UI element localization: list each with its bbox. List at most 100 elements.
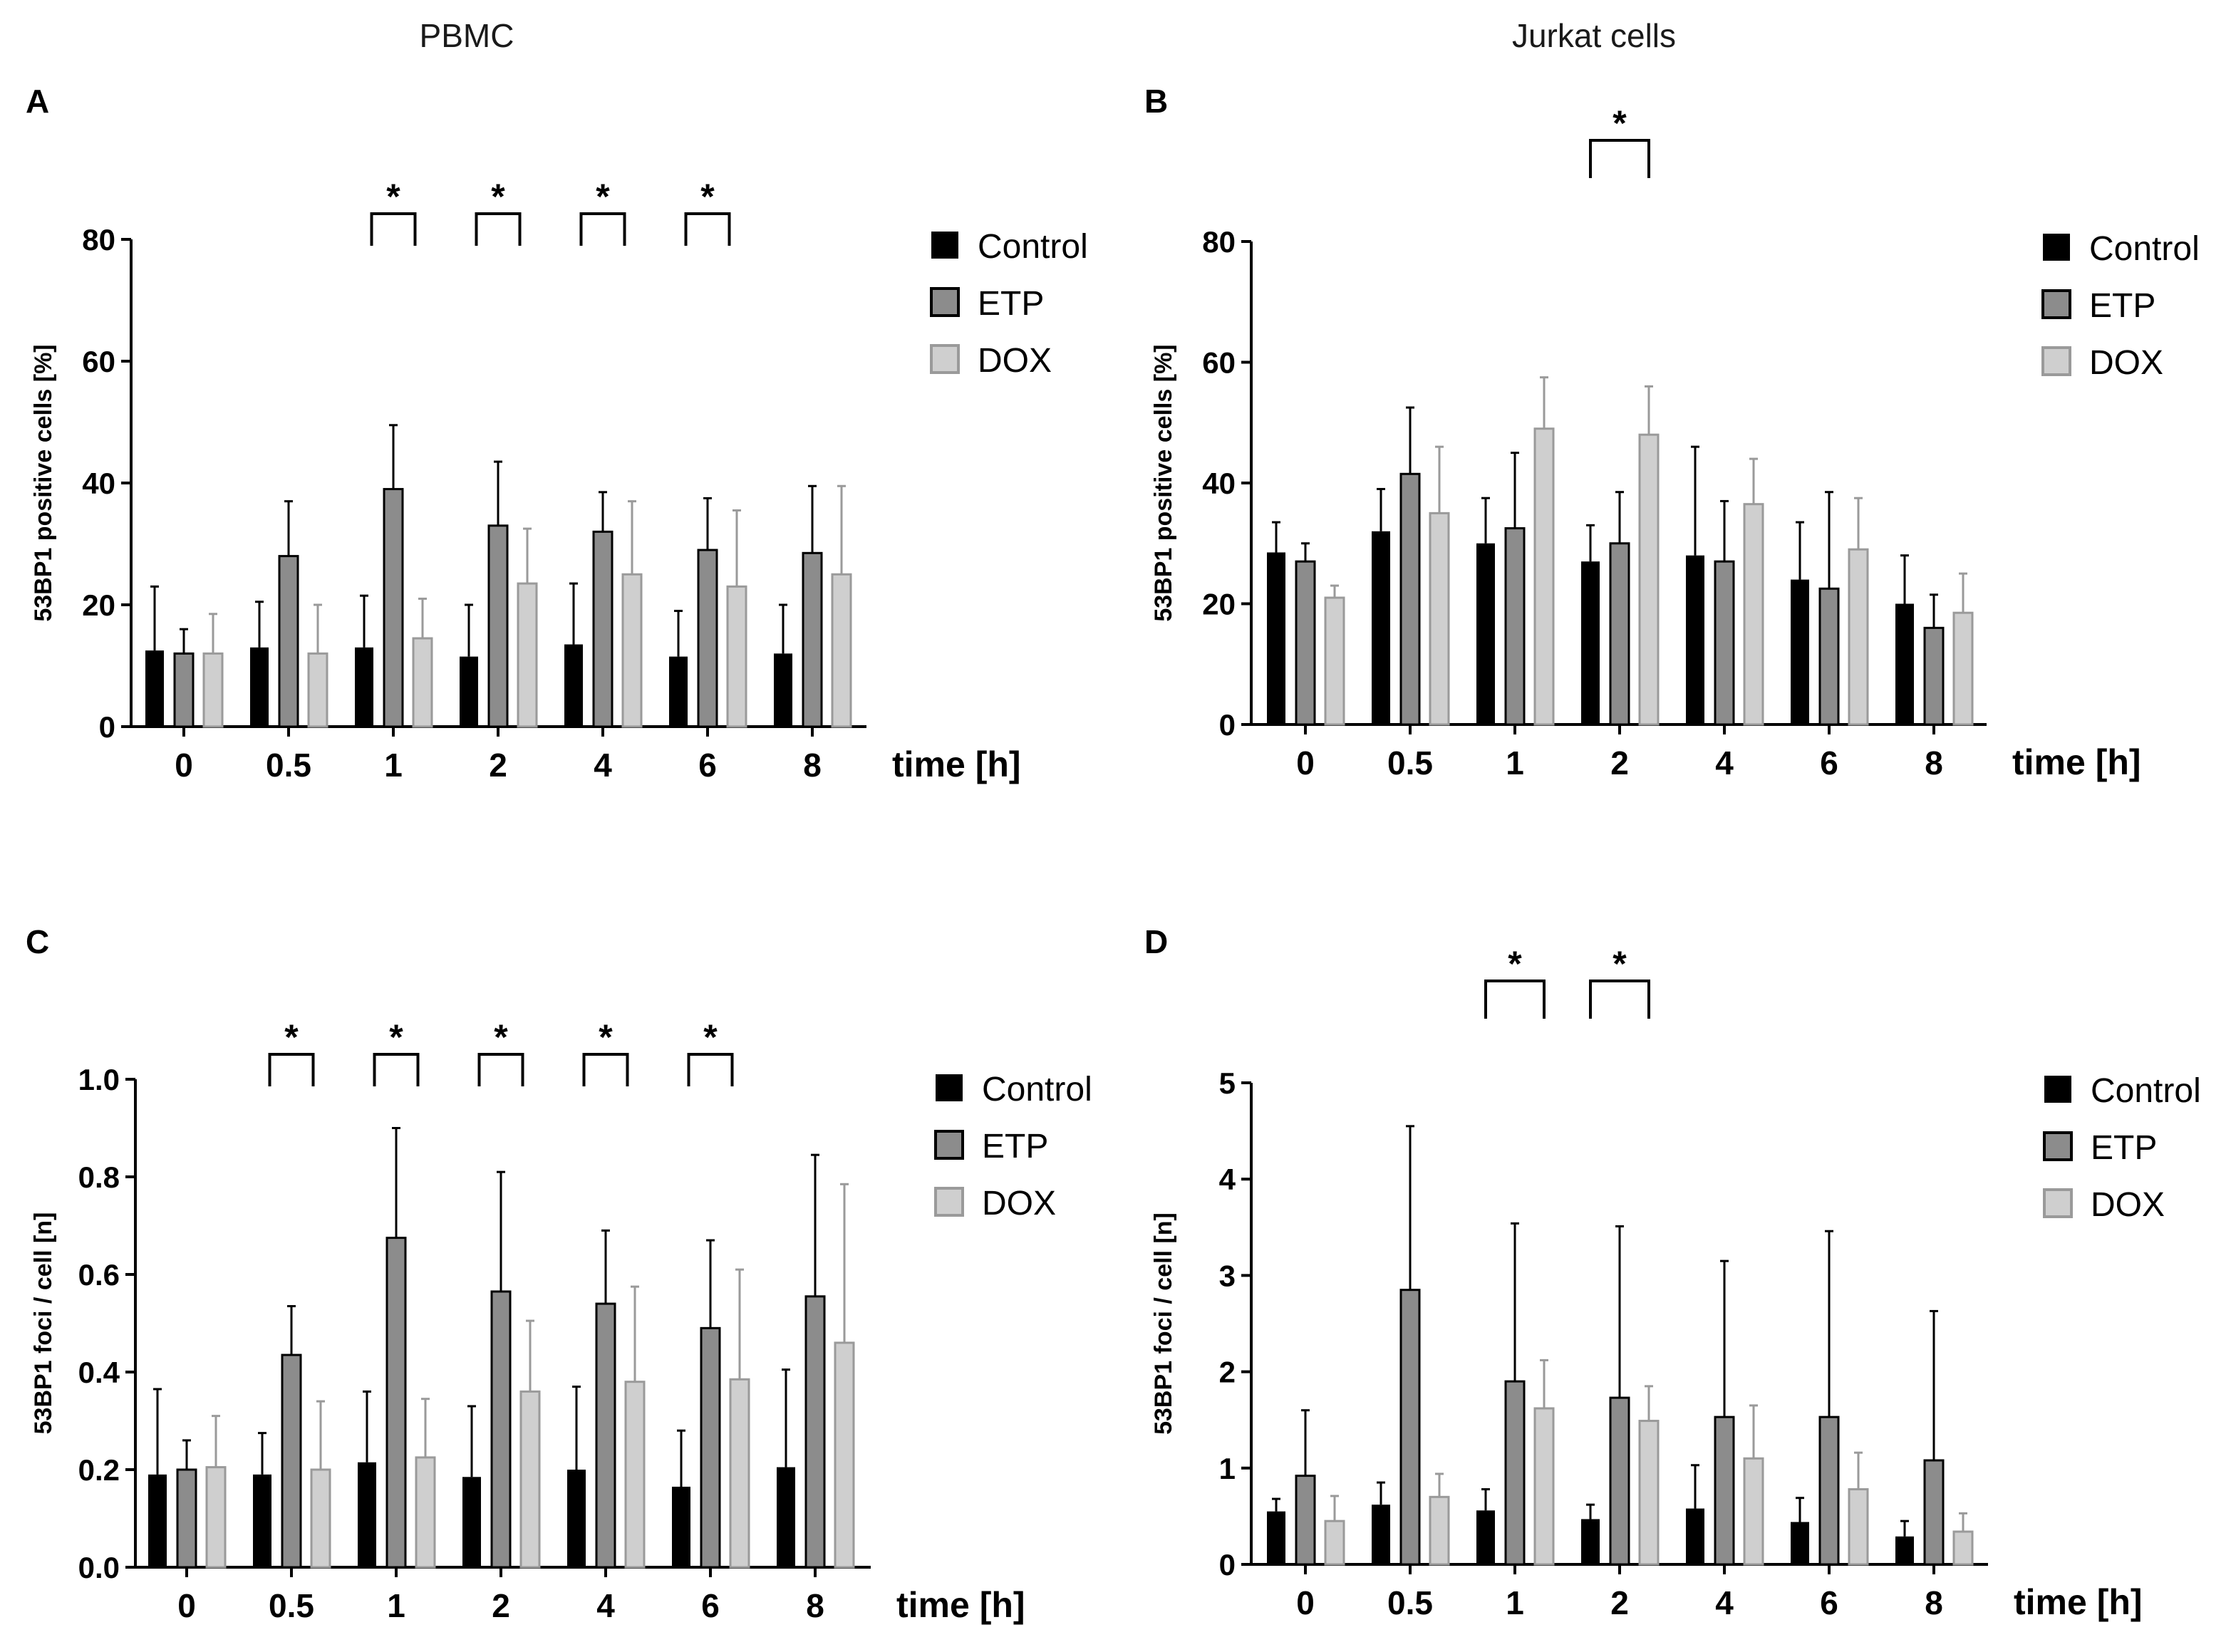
bar-dox-0-5 [307, 652, 328, 728]
bar-dox-2 [1638, 433, 1660, 726]
column-title-jurkat: Jurkat cells [1512, 17, 1676, 54]
bar-dox-0-5 [1429, 1495, 1450, 1566]
significance-star: * [703, 1017, 718, 1057]
bar-control-1 [1476, 1510, 1495, 1564]
bar-control-8 [777, 1467, 795, 1567]
bar-etp-8 [804, 1295, 826, 1569]
x-tick-label: 0 [1296, 744, 1315, 781]
panel-letter: D [1144, 923, 1168, 960]
x-tick-label: 1 [1506, 744, 1524, 781]
significance-star: * [389, 1017, 403, 1057]
bar-dox-6 [1848, 548, 1869, 726]
bar-etp-1 [385, 1237, 407, 1569]
significance-star: * [1613, 103, 1627, 143]
significance-bracket [579, 212, 626, 246]
bar-control-4 [564, 644, 583, 727]
x-tick-label: 8 [1925, 744, 1943, 781]
bar-etp-0 [1295, 560, 1316, 726]
bar-dox-1 [415, 1456, 436, 1569]
legend-swatch-control [936, 1074, 963, 1101]
significance-star: * [386, 177, 400, 217]
legend-label-etp: ETP [2091, 1129, 2157, 1167]
bar-dox-6 [1848, 1488, 1869, 1566]
bar-control-6 [1791, 579, 1809, 724]
bar-dox-2 [517, 582, 538, 728]
x-tick-label: 8 [1925, 1584, 1943, 1621]
x-axis-label: time [h] [2012, 742, 2141, 782]
significance-star: * [1508, 944, 1522, 984]
significance-star: * [599, 1017, 613, 1057]
panel-letter: B [1144, 83, 1168, 120]
y-tick-label: 0.6 [78, 1258, 120, 1292]
bar-control-4 [567, 1470, 586, 1567]
bar-etp-8 [1923, 626, 1945, 726]
x-tick-label: 8 [806, 1587, 824, 1624]
bar-etp-2 [490, 1290, 512, 1569]
bar-control-6 [1791, 1522, 1809, 1564]
legend-label-etp: ETP [982, 1128, 1048, 1165]
y-tick-label: 80 [1202, 225, 1236, 259]
bar-control-0-5 [253, 1474, 271, 1567]
x-tick-label: 0 [1296, 1584, 1315, 1621]
significance-bracket [687, 1053, 734, 1086]
bar-etp-8 [1923, 1459, 1945, 1566]
significance-star: * [700, 177, 715, 217]
bar-etp-0-5 [278, 555, 299, 728]
bar-control-2 [460, 656, 478, 727]
legend-label-dox: DOX [2089, 344, 2163, 382]
significance-bracket [582, 1053, 629, 1086]
legend-label-dox: DOX [982, 1185, 1056, 1222]
legend-swatch-etp [2043, 1131, 2073, 1161]
bar-control-8 [1895, 1536, 1914, 1564]
x-axis-label: time [h] [2014, 1582, 2143, 1622]
y-tick-label: 2 [1219, 1356, 1236, 1389]
significance-star: * [494, 1017, 508, 1057]
x-tick-label: 4 [594, 747, 612, 784]
bar-control-0 [148, 1474, 167, 1567]
bar-control-2 [1581, 561, 1600, 724]
legend-swatch-dox [2043, 1188, 2073, 1218]
bar-etp-4 [592, 530, 614, 728]
panel-d: D 0 1 2 3 4 5 53BP1 foci / cell [n] time [h] 0 0.5… [1144, 923, 2201, 1622]
significance-star: * [1613, 944, 1627, 984]
x-tick-label: 6 [1820, 744, 1838, 781]
y-tick-label: 4 [1219, 1163, 1236, 1196]
bar-etp-0-5 [281, 1354, 302, 1569]
bar-dox-4 [621, 573, 643, 728]
y-axis-label: 53BP1 positive cells [%] [30, 344, 57, 621]
panel-letter: A [26, 83, 49, 120]
y-axis-label: 53BP1 foci / cell [n] [1150, 1212, 1177, 1435]
bar-etp-0 [176, 1468, 197, 1569]
bar-etp-0-5 [1399, 472, 1421, 726]
x-tick-label: 0 [175, 747, 193, 784]
legend-label-etp: ETP [978, 285, 1044, 323]
significance-bracket [1589, 139, 1650, 178]
bar-dox-4 [1743, 503, 1764, 726]
x-tick-label: 8 [803, 747, 822, 784]
y-tick-label: 40 [1202, 467, 1236, 500]
legend-swatch-control [2044, 1076, 2071, 1103]
x-tick-label: 6 [698, 747, 717, 784]
y-tick-label: 20 [1202, 588, 1236, 621]
y-tick-label: 0.4 [78, 1356, 120, 1389]
bar-control-0-5 [1372, 531, 1390, 724]
bar-dox-4 [1743, 1457, 1764, 1566]
bar-etp-0 [173, 652, 195, 728]
significance-bracket [475, 212, 522, 246]
bar-etp-6 [700, 1326, 721, 1569]
x-tick-label: 0 [177, 1587, 196, 1624]
bar-etp-4 [1714, 560, 1735, 726]
bar-control-0 [1267, 552, 1285, 724]
bar-etp-1 [1504, 527, 1526, 726]
bar-etp-1 [1504, 1380, 1526, 1566]
significance-bracket [268, 1053, 315, 1086]
bar-dox-8 [834, 1341, 855, 1569]
bar-dox-1 [1533, 427, 1555, 726]
y-tick-label: 1 [1219, 1452, 1236, 1485]
bar-dox-1 [1533, 1407, 1555, 1566]
x-tick-label: 4 [1715, 744, 1734, 781]
x-tick-label: 1 [1506, 1584, 1524, 1621]
legend-label-dox: DOX [2091, 1186, 2165, 1224]
significance-bracket [373, 1053, 420, 1086]
